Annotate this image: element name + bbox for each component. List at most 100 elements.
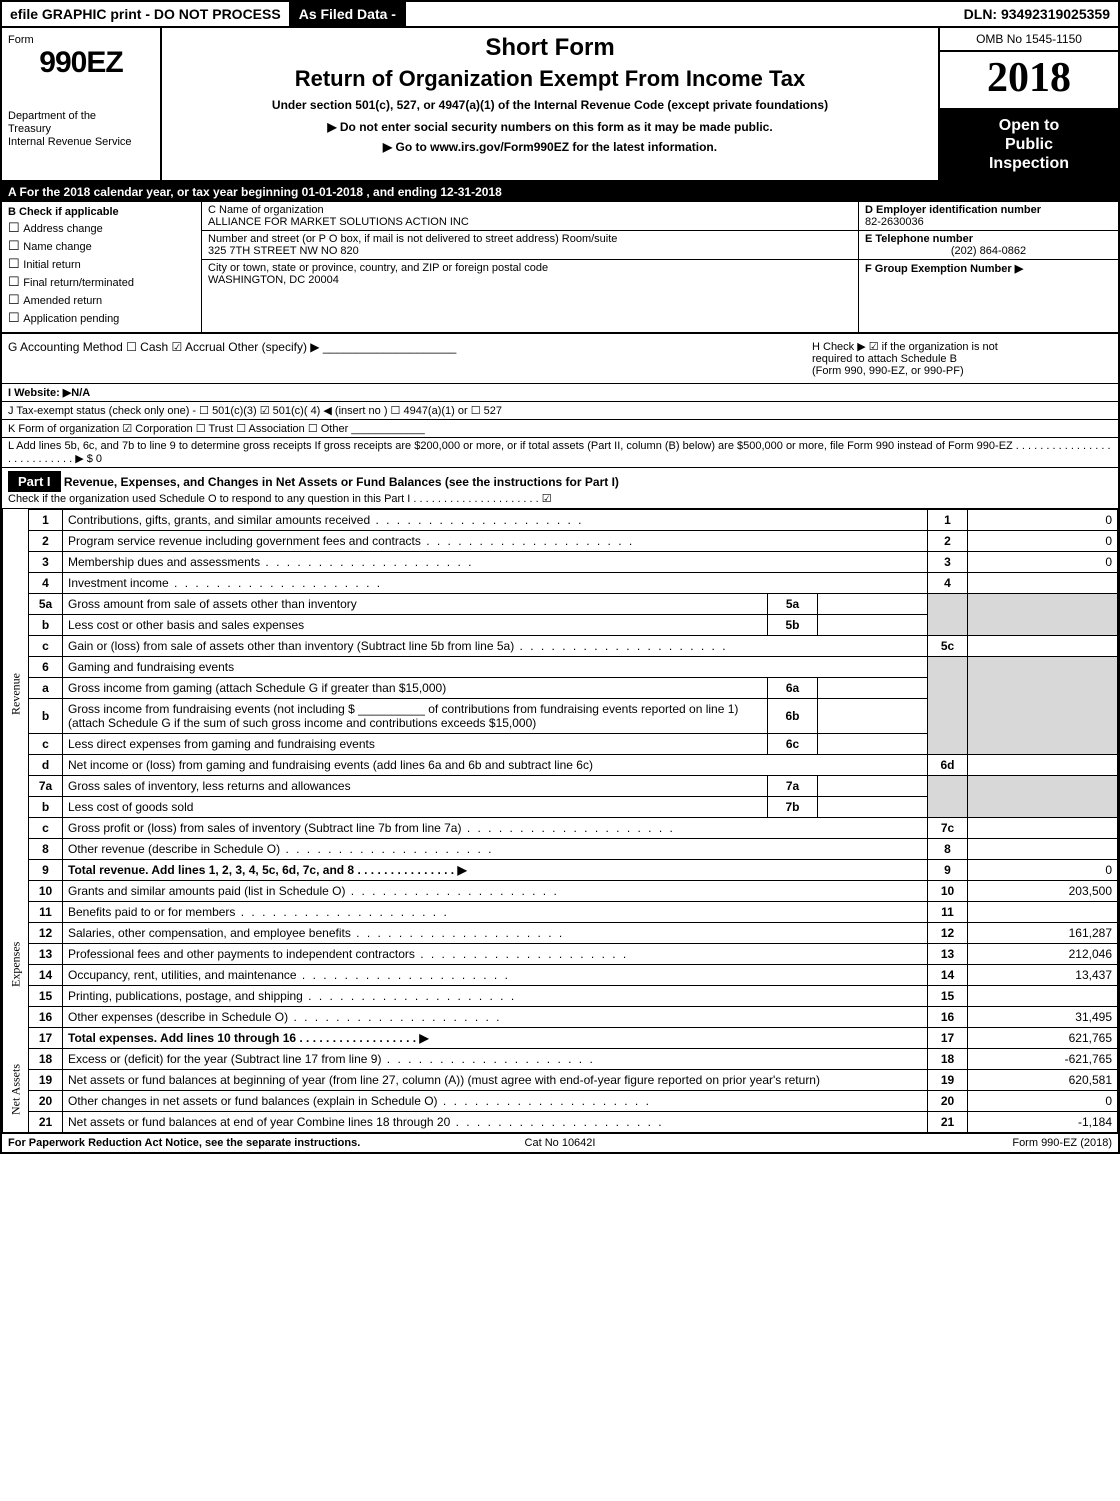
desc: Salaries, other compensation, and employ…: [63, 922, 928, 943]
department-block: Department of the Treasury Internal Reve…: [8, 110, 154, 150]
sub: 6b: [768, 698, 818, 733]
desc: Gross income from gaming (attach Schedul…: [63, 677, 768, 698]
row-21: 21 Net assets or fund balances at end of…: [3, 1111, 1118, 1132]
desc: Net assets or fund balances at end of ye…: [63, 1111, 928, 1132]
subval: [818, 775, 928, 796]
c-city-label: City or town, state or province, country…: [208, 262, 852, 274]
shade: [928, 593, 968, 635]
efile-text: efile GRAPHIC print - DO NOT PROCESS: [2, 2, 289, 26]
open-line3: Inspection: [944, 154, 1114, 173]
chk-application-pending[interactable]: Application pending: [8, 310, 195, 326]
h-line3: (Form 990, 990-EZ, or 990-PF): [812, 365, 1112, 377]
subval: [818, 698, 928, 733]
desc: Benefits paid to or for members: [63, 901, 928, 922]
num: 14: [29, 964, 63, 985]
rnum: 13: [928, 943, 968, 964]
dept-line2: Treasury: [8, 123, 154, 136]
chk-amended-return[interactable]: Amended return: [8, 292, 195, 308]
l-gross-receipts: L Add lines 5b, 6c, and 7b to line 9 to …: [2, 438, 1118, 468]
desc: Membership dues and assessments: [63, 551, 928, 572]
omb-number: OMB No 1545-1150: [940, 28, 1118, 52]
footer-left: For Paperwork Reduction Act Notice, see …: [8, 1137, 376, 1149]
rnum: 3: [928, 551, 968, 572]
side-revenue: Revenue: [3, 509, 29, 880]
form-number: 990EZ: [8, 46, 154, 80]
val: -621,765: [968, 1048, 1118, 1069]
val: 0: [968, 1090, 1118, 1111]
part-i-label: Part I: [8, 471, 61, 492]
open-line1: Open to: [944, 116, 1114, 135]
subval: [818, 733, 928, 754]
row-18: Net Assets 18 Excess or (deficit) for th…: [3, 1048, 1118, 1069]
num: 10: [29, 880, 63, 901]
num: b: [29, 614, 63, 635]
j-tax-exempt: J Tax-exempt status (check only one) - ☐…: [2, 402, 1118, 420]
sub: 7a: [768, 775, 818, 796]
desc: Less cost of goods sold: [63, 796, 768, 817]
desc: Printing, publications, postage, and shi…: [63, 985, 928, 1006]
num: 15: [29, 985, 63, 1006]
desc: Gross profit or (loss) from sales of inv…: [63, 817, 928, 838]
short-form-title: Short Form: [172, 34, 928, 62]
row-20: 20 Other changes in net assets or fund b…: [3, 1090, 1118, 1111]
form-header: Form 990EZ Department of the Treasury In…: [2, 28, 1118, 182]
shade: [928, 656, 968, 754]
return-title: Return of Organization Exempt From Incom…: [172, 66, 928, 92]
num: 13: [29, 943, 63, 964]
side-expenses: Expenses: [3, 880, 29, 1048]
val: 620,581: [968, 1069, 1118, 1090]
desc: Professional fees and other payments to …: [63, 943, 928, 964]
row-7a: 7a Gross sales of inventory, less return…: [3, 775, 1118, 796]
g-accounting: G Accounting Method ☐ Cash ☑ Accrual Oth…: [8, 340, 812, 377]
chk-name-change[interactable]: Name change: [8, 238, 195, 254]
num: c: [29, 733, 63, 754]
rnum: 8: [928, 838, 968, 859]
f-grp-block: F Group Exemption Number ▶: [859, 260, 1118, 277]
desc: Gross sales of inventory, less returns a…: [63, 775, 768, 796]
desc: Program service revenue including govern…: [63, 530, 928, 551]
desc: Less cost or other basis and sales expen…: [63, 614, 768, 635]
shade: [968, 775, 1118, 817]
row-1: Revenue 1 Contributions, gifts, grants, …: [3, 509, 1118, 530]
num: b: [29, 698, 63, 733]
num: c: [29, 817, 63, 838]
num: 7a: [29, 775, 63, 796]
num: b: [29, 796, 63, 817]
val: 161,287: [968, 922, 1118, 943]
num: 20: [29, 1090, 63, 1111]
c-name-label: C Name of organization: [208, 204, 852, 216]
no-ssn-notice: ▶ Do not enter social security numbers o…: [172, 120, 928, 134]
row-7c: c Gross profit or (loss) from sales of i…: [3, 817, 1118, 838]
chk-final-return[interactable]: Final return/terminated: [8, 274, 195, 290]
chk-initial-return[interactable]: Initial return: [8, 256, 195, 272]
c-city: WASHINGTON, DC 20004: [208, 274, 852, 286]
c-org-name: ALLIANCE FOR MARKET SOLUTIONS ACTION INC: [208, 216, 852, 228]
d-ein: 82-2630036: [865, 216, 1112, 228]
row-16: 16 Other expenses (describe in Schedule …: [3, 1006, 1118, 1027]
rnum: 17: [928, 1027, 968, 1048]
desc: Other expenses (describe in Schedule O): [63, 1006, 928, 1027]
desc: Occupancy, rent, utilities, and maintena…: [63, 964, 928, 985]
subtitle: Under section 501(c), 527, or 4947(a)(1)…: [172, 98, 928, 112]
num: 11: [29, 901, 63, 922]
val: [968, 985, 1118, 1006]
chk-address-change[interactable]: Address change: [8, 220, 195, 236]
val: [968, 754, 1118, 775]
desc: Other changes in net assets or fund bala…: [63, 1090, 928, 1111]
rnum: 1: [928, 509, 968, 530]
row-3: 3 Membership dues and assessments 3 0: [3, 551, 1118, 572]
val: 31,495: [968, 1006, 1118, 1027]
row-6d: d Net income or (loss) from gaming and f…: [3, 754, 1118, 775]
rnum: 21: [928, 1111, 968, 1132]
subval: [818, 796, 928, 817]
rnum: 20: [928, 1090, 968, 1111]
rnum: 15: [928, 985, 968, 1006]
d-ein-label: D Employer identification number: [865, 204, 1112, 216]
num: 1: [29, 509, 63, 530]
val: -1,184: [968, 1111, 1118, 1132]
rnum: 10: [928, 880, 968, 901]
val: 212,046: [968, 943, 1118, 964]
row-5c: c Gain or (loss) from sale of assets oth…: [3, 635, 1118, 656]
num: 6: [29, 656, 63, 677]
e-tel: (202) 864-0862: [865, 245, 1112, 257]
